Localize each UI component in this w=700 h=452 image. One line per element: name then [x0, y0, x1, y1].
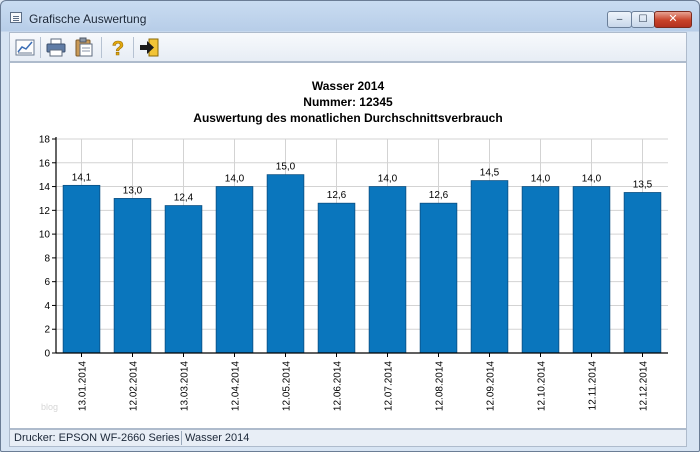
y-tick-label: 4	[44, 301, 50, 312]
data-label: 13,5	[633, 180, 653, 191]
chart-caption: Auswertung des monatlichen Durchschnitts…	[193, 111, 503, 125]
x-tick-label: 13.03.2014	[180, 361, 191, 411]
x-tick-label: 12.04.2014	[231, 361, 242, 411]
chart-view-button[interactable]	[13, 36, 37, 59]
help-icon: ?	[112, 38, 125, 61]
bar	[215, 186, 254, 354]
y-tick-label: 16	[39, 158, 51, 169]
y-tick-label: 8	[44, 253, 50, 264]
help-button[interactable]: ?	[106, 36, 130, 61]
window-title: Grafische Auswertung	[29, 12, 147, 26]
x-tick-label: 12.06.2014	[333, 361, 344, 411]
x-tick-label: 12.08.2014	[435, 361, 446, 411]
y-tick-label: 14	[39, 182, 51, 193]
status-printer: Drucker: EPSON WF-2660 Series	[14, 432, 180, 444]
data-label: 14,5	[480, 168, 500, 179]
bar	[521, 186, 560, 354]
data-label: 12,6	[429, 190, 449, 201]
copy-button[interactable]	[72, 36, 96, 59]
x-tick-label: 12.02.2014	[129, 361, 140, 411]
printer-icon	[46, 38, 66, 57]
chart-view-icon	[15, 39, 35, 56]
bar	[266, 174, 305, 354]
data-label: 14,1	[72, 172, 92, 183]
x-tick-label: 12.12.2014	[639, 361, 650, 411]
chart-subtitle: Nummer: 12345	[303, 95, 393, 109]
exit-icon	[140, 38, 159, 57]
watermark: blog	[41, 402, 59, 412]
svg-text:?: ?	[112, 38, 124, 59]
x-tick-label: 12.10.2014	[537, 361, 548, 411]
x-tick-label: 12.09.2014	[486, 361, 497, 411]
data-label: 14,0	[225, 174, 245, 185]
y-tick-label: 10	[39, 230, 51, 241]
exit-button[interactable]	[137, 36, 161, 59]
y-tick-label: 18	[39, 135, 51, 146]
bar	[572, 186, 611, 354]
y-tick-label: 12	[39, 206, 51, 217]
maximize-button[interactable]: ☐	[631, 11, 655, 28]
bar	[623, 192, 662, 354]
data-label: 14,0	[531, 174, 551, 185]
minimize-button[interactable]: –	[607, 11, 632, 28]
bar	[470, 180, 509, 354]
app-icon	[10, 12, 22, 23]
status-bar: Drucker: EPSON WF-2660 Series Wasser 201…	[9, 429, 687, 447]
y-tick-label: 2	[44, 325, 50, 336]
chart-title: Wasser 2014	[311, 79, 385, 93]
bar	[368, 186, 407, 354]
data-label: 14,0	[378, 174, 398, 185]
status-dataset: Wasser 2014	[185, 432, 250, 444]
x-tick-label: 12.05.2014	[282, 361, 293, 411]
print-button[interactable]	[44, 36, 68, 59]
bar	[164, 205, 203, 354]
data-label: 15,0	[276, 162, 296, 173]
data-label: 14,0	[582, 174, 602, 185]
bar	[62, 184, 101, 354]
x-tick-label: 12.11.2014	[588, 361, 599, 411]
bar	[419, 202, 458, 354]
data-label: 12,4	[174, 193, 194, 204]
data-label: 13,0	[123, 185, 143, 196]
bar	[113, 198, 152, 354]
y-tick-label: 0	[44, 349, 50, 360]
bar-chart: 0 2 4 6 8 10 12 14 16 18 14,1 13.01.2014 13,0 12.02.2…	[39, 135, 668, 411]
y-tick-label: 6	[44, 277, 50, 288]
bar	[317, 202, 356, 354]
close-button[interactable]: ✕	[654, 11, 692, 28]
title-bar[interactable]: Grafische Auswertung – ☐ ✕	[1, 1, 699, 31]
toolbar: ?	[9, 32, 687, 62]
x-tick-label: 12.07.2014	[384, 361, 395, 411]
clipboard-icon	[75, 37, 93, 57]
chart-panel: Wasser 2014 Nummer: 12345 Auswertung des…	[9, 62, 687, 429]
x-tick-label: 13.01.2014	[78, 361, 89, 411]
data-label: 12,6	[327, 190, 347, 201]
